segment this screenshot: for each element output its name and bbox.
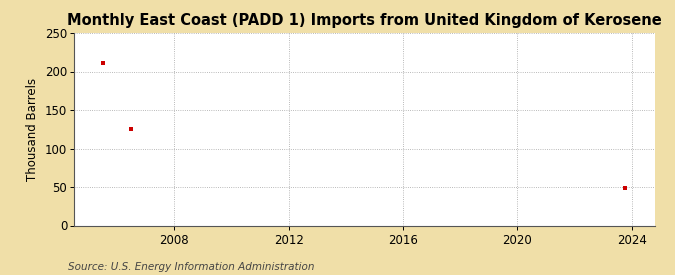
Y-axis label: Thousand Barrels: Thousand Barrels — [26, 78, 40, 181]
Text: Source: U.S. Energy Information Administration: Source: U.S. Energy Information Administ… — [68, 262, 314, 271]
Title: Monthly East Coast (PADD 1) Imports from United Kingdom of Kerosene: Monthly East Coast (PADD 1) Imports from… — [67, 13, 662, 28]
